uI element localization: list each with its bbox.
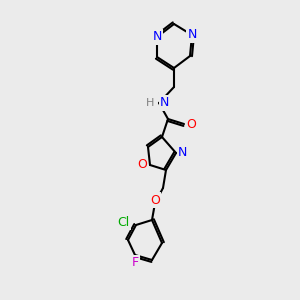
Text: H: H [146,98,154,108]
Text: F: F [131,256,139,269]
Text: Cl: Cl [118,215,130,229]
Text: N: N [152,31,162,44]
Text: O: O [137,158,147,172]
Text: N: N [178,146,188,160]
Text: N: N [187,28,197,41]
Text: O: O [186,118,196,130]
Text: N: N [160,97,169,110]
Text: O: O [150,194,160,206]
